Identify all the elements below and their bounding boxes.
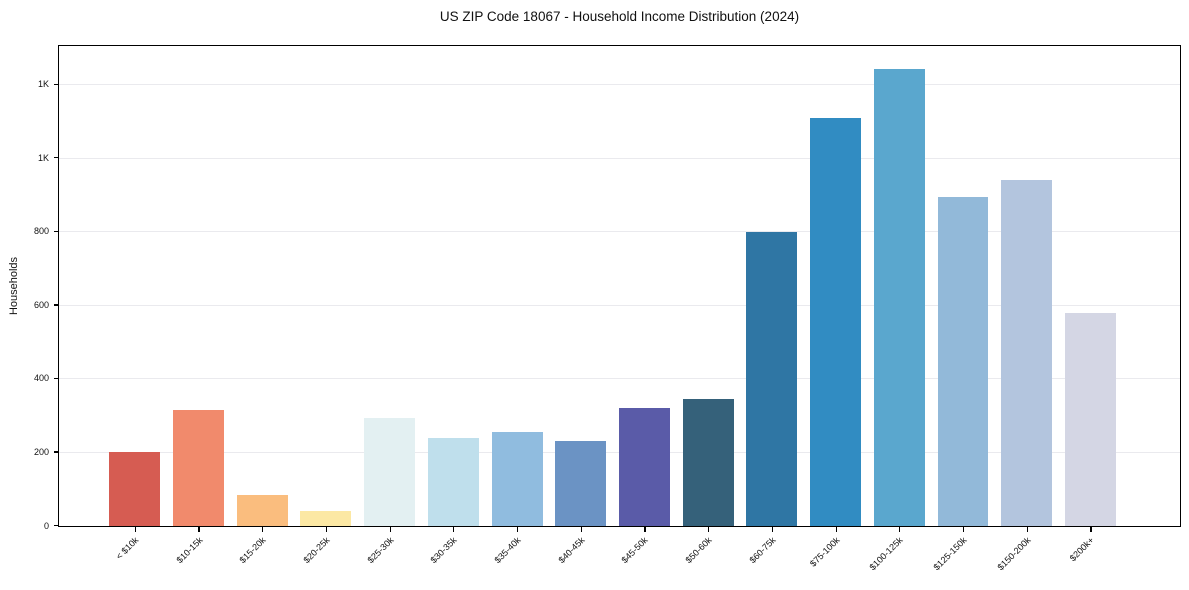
- gridline: [59, 304, 1180, 306]
- bar-25-30k: [364, 417, 416, 526]
- y-tick-mark: [53, 230, 58, 232]
- x-tick-mark: [453, 527, 455, 532]
- x-tick-mark: [262, 527, 264, 532]
- y-tick-mark: [53, 451, 58, 453]
- x-tick-mark: [134, 527, 136, 532]
- chart-title: US ZIP Code 18067 - Household Income Dis…: [439, 9, 800, 24]
- x-tick-label: $50-60k: [683, 535, 714, 566]
- x-tick-mark: [198, 527, 200, 532]
- x-tick-mark: [325, 527, 328, 532]
- y-tick-mark: [53, 304, 58, 306]
- x-tick-label: $100-125k: [867, 535, 905, 573]
- x-tick-label: < $10k: [114, 535, 141, 562]
- x-tick-label: $35-40k: [492, 535, 523, 566]
- gridline: [59, 231, 1180, 233]
- gridline: [59, 157, 1180, 159]
- x-tick-mark: [1026, 527, 1028, 532]
- y-tick-label: 0: [43, 520, 49, 531]
- x-tick-label: $125-150k: [931, 535, 969, 573]
- x-tick-label: $75-100k: [807, 535, 842, 569]
- bar-10-15k: [173, 410, 224, 526]
- bar-50-60k: [682, 399, 734, 526]
- x-tick-mark: [899, 527, 901, 532]
- x-tick-mark: [516, 527, 519, 532]
- bar-125-150k: [937, 197, 989, 526]
- y-tick-label: 600: [33, 299, 49, 310]
- gridline: [59, 378, 1180, 380]
- bar-150-200k: [1001, 180, 1053, 526]
- plot-area: [58, 45, 1181, 527]
- y-tick-mark: [53, 377, 58, 380]
- y-tick-label: 800: [33, 226, 49, 237]
- x-tick-mark: [644, 527, 646, 532]
- x-tick-label: $25-30k: [365, 535, 396, 566]
- x-tick-mark: [580, 527, 582, 532]
- x-tick-label: $20-25k: [301, 535, 332, 566]
- y-tick-mark: [53, 83, 58, 85]
- x-tick-label: $45-50k: [619, 535, 651, 566]
- x-tick-mark: [962, 527, 965, 532]
- x-tick-label: $40-45k: [556, 535, 587, 566]
- bar-200k: [1064, 312, 1116, 526]
- bar-100-125k: [873, 69, 925, 526]
- x-tick-mark: [835, 527, 837, 532]
- bar-40-45k: [555, 441, 607, 526]
- bar-60-75k: [746, 231, 798, 526]
- x-tick-label: $15-20k: [237, 535, 268, 566]
- x-tick-label: $200k+: [1067, 535, 1097, 564]
- y-tick-mark: [53, 157, 58, 159]
- x-tick-label: $60-75k: [747, 535, 778, 566]
- y-tick-mark: [53, 524, 58, 527]
- x-tick-label: $30-35k: [428, 535, 459, 566]
- y-tick-label: 200: [33, 446, 49, 457]
- bar-75-100k: [810, 117, 862, 526]
- y-tick-label: 1K: [37, 79, 49, 90]
- x-tick-mark: [389, 527, 391, 532]
- x-tick-label: $150-200k: [995, 535, 1033, 573]
- x-tick-mark: [1090, 527, 1092, 532]
- bar-10k: [109, 452, 161, 526]
- bar-45-50k: [619, 408, 670, 526]
- x-tick-mark: [771, 527, 773, 532]
- bar-20-25k: [300, 511, 352, 526]
- bar-35-40k: [491, 432, 543, 526]
- y-tick-label: 400: [33, 373, 49, 384]
- x-tick-label: $10-15k: [174, 535, 205, 566]
- y-tick-label: 1K: [37, 152, 49, 163]
- x-tick-mark: [708, 527, 710, 532]
- gridline: [59, 84, 1180, 86]
- bar-15-20k: [236, 494, 288, 526]
- bar-30-35k: [427, 437, 479, 526]
